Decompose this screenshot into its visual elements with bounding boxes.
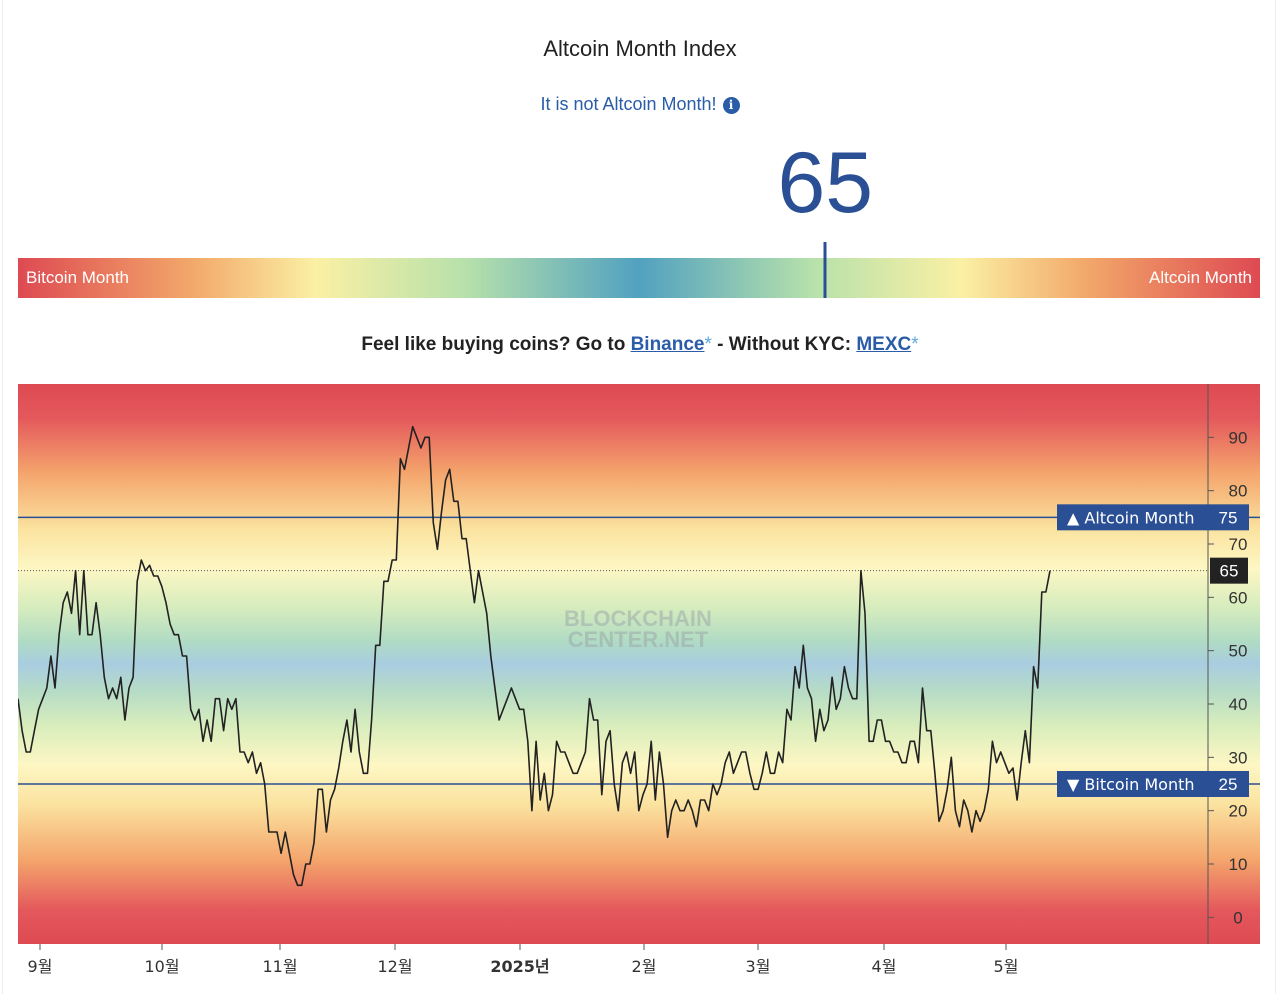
status-line: It is not Altcoin Month! i [0,94,1280,115]
mexc-star: * [911,334,919,355]
threshold-value: 25 [1219,775,1238,794]
promo-line: Feel like buying coins? Go to Binance* -… [0,334,1280,356]
threshold-value: 75 [1219,508,1238,527]
y-tick-label: 60 [1229,588,1248,607]
y-tick-label: 90 [1229,428,1248,447]
threshold-label: ▲ Altcoin Month [1067,508,1194,527]
current-value-label: 65 [1220,562,1239,581]
series-line [18,425,1051,887]
y-tick-label: 80 [1229,482,1248,501]
y-axis-ticks: 0 10 20 30 40 50 60 70 80 90 [1208,428,1247,927]
x-tick-label: 2025년 [490,957,549,976]
y-tick-label: 0 [1233,908,1242,927]
page-title: Altcoin Month Index [543,36,737,61]
x-tick-label: 11월 [262,957,297,976]
x-axis-ticks: 9월 10월 11월 12월 2025년 2월 3월 4월 5월 [28,944,1019,976]
status-text: It is not Altcoin Month! [540,94,717,114]
threshold-label-box [1057,771,1249,797]
axis-labels: ▲ Altcoin Month 75 ▼ Bitcoin Month 25 65 [1057,504,1249,797]
y-tick-label: 50 [1229,642,1248,661]
threshold-label-box [1057,504,1249,531]
y-tick-label: 70 [1229,535,1248,554]
index-value: 65 [777,135,874,231]
mexc-link[interactable]: MEXC [856,334,912,355]
promo-prefix: Feel like buying coins? Go to [361,334,631,355]
x-tick-label: 10월 [144,957,179,976]
gauge-marker [823,242,827,298]
gauge-label-altcoin-month: Altcoin Month [1149,268,1252,287]
threshold-label: ▼ Bitcoin Month [1067,775,1195,794]
y-tick-label: 10 [1229,855,1248,874]
x-tick-label: 3월 [746,957,771,976]
x-tick-label: 9월 [28,957,53,976]
gauge-label-bitcoin-month: Bitcoin Month [26,268,129,287]
y-tick-label: 30 [1229,748,1248,767]
altcoin-index-chart: BLOCKCHAIN CENTER.NET 0 10 20 30 40 50 60 70 80 9… [18,384,1260,976]
x-tick-label: 5월 [994,957,1019,976]
x-tick-label: 4월 [872,957,897,976]
binance-star: * [704,334,712,355]
gauge-bar: Bitcoin Month Altcoin Month [18,258,1260,298]
current-value-box [1210,557,1248,584]
promo-middle: - Without KYC: [711,334,857,355]
chart-background [18,384,1260,944]
y-tick-label: 20 [1229,802,1248,821]
y-tick-label: 40 [1229,695,1248,714]
series-layer [18,425,1051,887]
threshold-lines [18,516,1260,785]
x-tick-label: 12월 [377,957,412,976]
watermark-line-1: BLOCKCHAIN [564,606,712,631]
x-tick-label: 2월 [632,957,657,976]
watermark: BLOCKCHAIN CENTER.NET [564,606,712,652]
binance-link[interactable]: Binance [630,334,705,355]
info-icon[interactable]: i [722,97,740,114]
watermark-line-2: CENTER.NET [568,627,709,652]
